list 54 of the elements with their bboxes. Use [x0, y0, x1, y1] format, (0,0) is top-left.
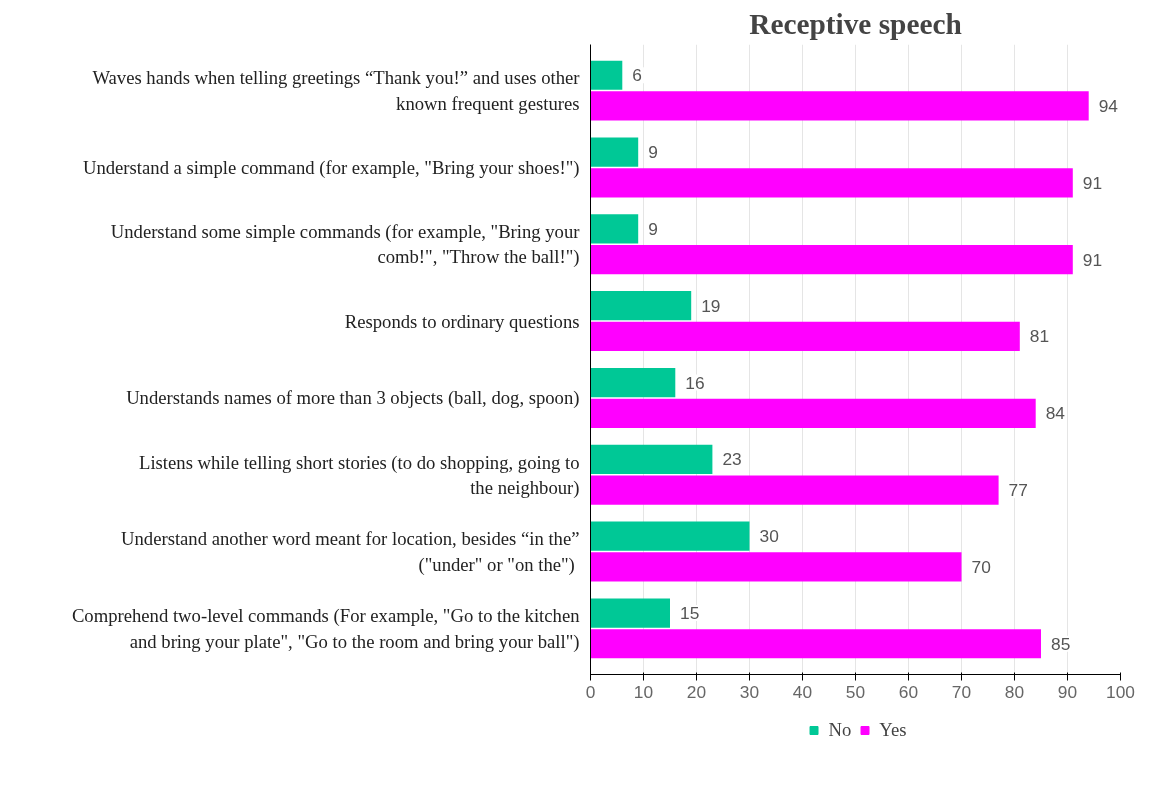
data-label: 19 — [701, 295, 721, 316]
legend-label: Yes — [879, 719, 907, 741]
x-tick-label: 80 — [1004, 681, 1025, 702]
bar — [590, 291, 692, 321]
y-tick-label: Understands names of more than 3 objects (ball, dog, spoon) — [126, 387, 580, 410]
data-label: 30 — [759, 526, 779, 547]
bar — [590, 168, 1073, 198]
x-tick-label: 30 — [739, 681, 760, 702]
bar — [590, 521, 750, 551]
data-label: 23 — [722, 449, 742, 470]
x-tick-label: 40 — [792, 681, 813, 702]
x-tick-label: 0 — [585, 681, 596, 702]
y-tick-label: Waves hands when telling greetings “Thank you!” and uses other known frequent gestures — [92, 67, 581, 114]
x-tick-label: 100 — [1106, 681, 1135, 702]
y-tick-label: Understand another word meant for location, besides “in the” ("under" or "on the") — [121, 528, 580, 576]
data-label: 91 — [1082, 172, 1103, 193]
data-label: 84 — [1045, 403, 1066, 424]
data-label: 81 — [1029, 326, 1050, 347]
data-label: 15 — [680, 603, 700, 624]
data-label: 70 — [971, 556, 991, 577]
bar — [590, 91, 1089, 121]
data-label: 91 — [1082, 249, 1103, 270]
bar — [590, 214, 639, 244]
data-label: 77 — [1008, 480, 1028, 501]
y-tick-label: Understand some simple commands (for example, "Bring your comb!", "Throw the ball!") — [110, 221, 581, 269]
data-label: 85 — [1051, 633, 1071, 654]
x-tick-label: 90 — [1057, 681, 1078, 702]
y-tick-label: Listens while telling short stories (to do shopping, going to the neighbour) — [139, 451, 580, 499]
x-tick-label: 50 — [845, 681, 866, 702]
y-tick-label: Understand a simple command (for example, "Bring your shoes!") — [82, 156, 580, 179]
bar — [590, 60, 623, 90]
data-label: 9 — [648, 218, 658, 239]
y-tick-label: Comprehend two-level commands (For example, "Go to the kitchen and bring your plate", "Go to the room and bring your ball") — [71, 605, 581, 653]
data-label: 6 — [632, 65, 642, 86]
bar — [590, 367, 676, 398]
x-tick-label: 70 — [951, 681, 972, 702]
bar — [590, 475, 999, 505]
x-tick-label: 20 — [686, 681, 707, 702]
bar — [590, 398, 1036, 428]
x-tick-label: 60 — [898, 681, 919, 702]
bar — [590, 444, 713, 474]
data-label: 94 — [1098, 95, 1119, 116]
x-tick-label: 10 — [633, 681, 654, 702]
bar — [590, 598, 670, 628]
data-label: 9 — [648, 142, 658, 163]
legend-label: No — [828, 719, 852, 741]
bar — [590, 552, 962, 582]
bar — [590, 629, 1041, 659]
bar — [590, 321, 1020, 352]
bar — [590, 245, 1073, 275]
y-tick-label: Responds to ordinary questions — [344, 310, 580, 332]
bar — [590, 137, 639, 167]
chart-title: Receptive speech — [749, 7, 962, 40]
data-label: 16 — [685, 372, 705, 393]
